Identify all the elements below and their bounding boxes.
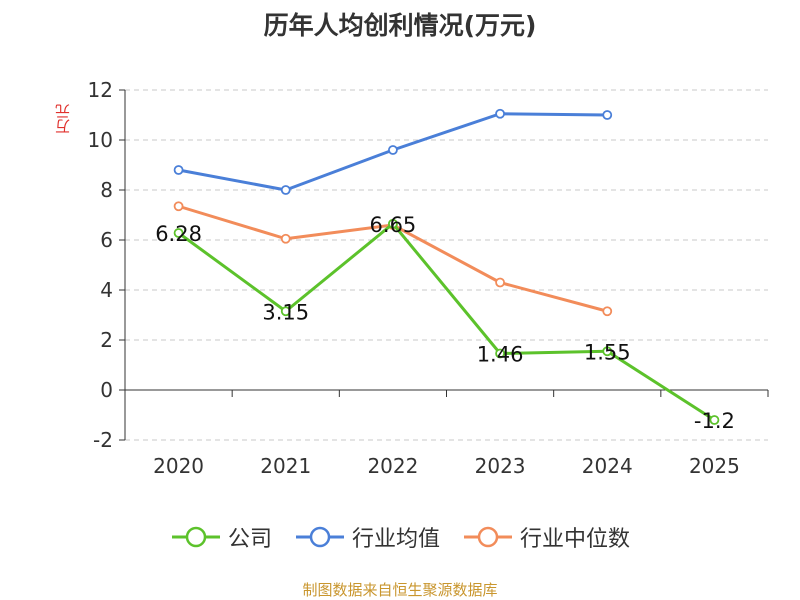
x-tick-label: 2020 — [153, 454, 204, 478]
y-tick-label: 12 — [88, 78, 113, 102]
legend: 公司 行业均值 行业中位数 — [0, 520, 800, 554]
data-label: 6.28 — [155, 222, 202, 246]
y-tick-label: -2 — [93, 428, 113, 452]
series-layer — [173, 108, 720, 425]
x-tick-label: 2024 — [582, 454, 633, 478]
legend-label: 行业均值 — [351, 527, 440, 552]
y-tick-label: 2 — [100, 328, 113, 352]
legend-label: 公司 — [227, 527, 272, 552]
x-tick-label: 2022 — [367, 454, 418, 478]
y-tick-label: 0 — [100, 378, 113, 402]
data-label: 1.46 — [477, 343, 524, 367]
data-point — [173, 228, 184, 238]
y-tick-label: 4 — [100, 278, 113, 302]
data-point — [280, 306, 291, 317]
data-point — [280, 233, 291, 244]
y-tick-label: 6 — [100, 228, 113, 252]
data-label: 3.15 — [262, 300, 309, 324]
legend-line-marker-icon — [171, 526, 220, 548]
data-point — [280, 185, 291, 195]
data-point — [173, 165, 184, 175]
data-point — [388, 145, 398, 155]
data-point — [602, 306, 613, 317]
data-label: 6.65 — [370, 213, 417, 237]
data-point — [709, 415, 720, 425]
data-label: -1.2 — [694, 409, 735, 433]
axis-layer: -2 0 2 4 6 8 10 12 2020 2021 2022 2023 2024 2025 — [88, 78, 769, 478]
data-point — [388, 218, 398, 229]
series-line — [177, 222, 716, 422]
data-point — [173, 201, 184, 212]
data-point — [602, 110, 613, 120]
legend-item[interactable]: 行业中位数 — [462, 521, 630, 553]
data-source-note: 制图数据来自恒生聚源数据库 — [302, 581, 498, 599]
data-point — [495, 277, 505, 288]
legend-item[interactable]: 行业均值 — [294, 521, 440, 553]
x-tick-label: 2021 — [260, 454, 311, 478]
legend-item[interactable]: 公司 — [170, 521, 272, 553]
data-point — [602, 346, 613, 357]
x-tick-label: 2025 — [689, 454, 740, 478]
data-point — [495, 108, 505, 119]
x-tick-label: 2023 — [475, 454, 526, 478]
grid-layer — [125, 89, 768, 441]
y-tick-label: 10 — [88, 128, 113, 152]
legend-line-marker-icon — [464, 526, 512, 548]
data-point — [495, 348, 505, 359]
legend-label: 行业中位数 — [520, 527, 631, 552]
data-label: 1.55 — [584, 340, 631, 364]
data-label-layer: 6.28 3.15 6.65 1.46 1.55 -1.2 — [155, 213, 735, 433]
legend-line-marker-icon — [295, 526, 344, 548]
y-tick-label: 8 — [100, 178, 113, 202]
chart-title: 历年人均创利情况(万元) — [263, 11, 537, 40]
